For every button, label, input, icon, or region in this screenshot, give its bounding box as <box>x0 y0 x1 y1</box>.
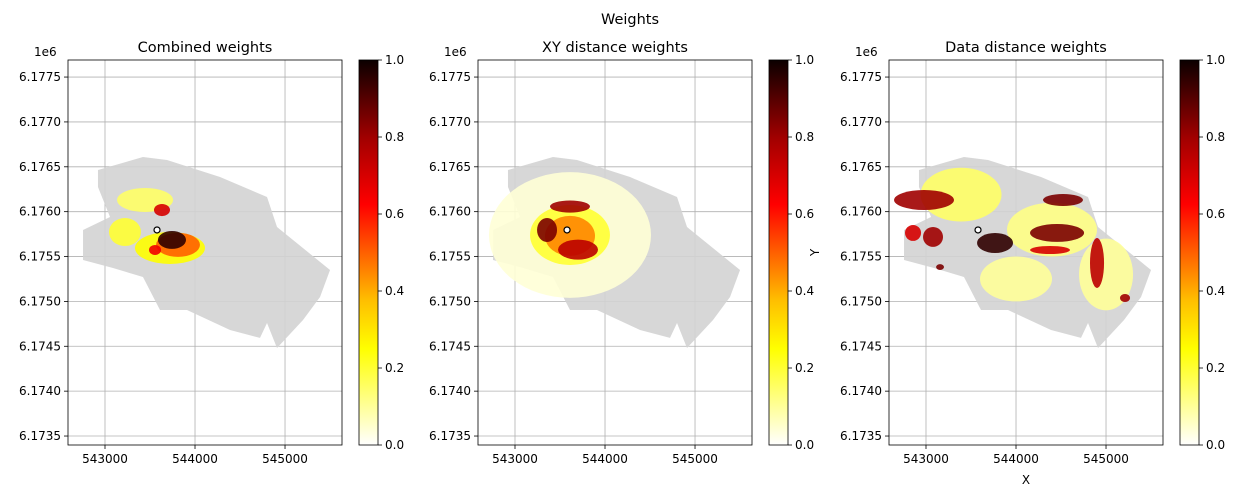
subplot-0: 543000 544000 545000 6.1735 6.1740 6.1745 6.17… <box>19 40 404 466</box>
scatter-points <box>83 157 331 348</box>
colorbar-tick-label: 0.6 <box>385 207 404 221</box>
y-axis-label: Y <box>808 248 822 257</box>
colorbar-tick-label: 1.0 <box>385 53 404 67</box>
y-offset-label: 1e6 <box>444 45 467 59</box>
colorbar-tick-label: 0.8 <box>385 130 404 144</box>
weight-patch <box>108 218 142 247</box>
weight-patch <box>149 244 162 256</box>
y-tick-label: 6.1765 <box>429 160 471 174</box>
scatter-points <box>488 157 741 348</box>
axes-frame <box>67 59 343 446</box>
weight-patch <box>923 227 944 247</box>
weight-patch <box>905 224 922 241</box>
y-tick-label: 6.1740 <box>429 384 471 398</box>
colorbar-tick-label: 0.2 <box>385 361 404 375</box>
weight-patch <box>153 204 170 217</box>
target-point-marker <box>563 226 571 234</box>
colorbar-tick-label: 0.2 <box>795 361 814 375</box>
colorbar-tick-label: 0.8 <box>795 130 814 144</box>
colorbar <box>768 59 789 446</box>
y-tick-label: 6.1745 <box>429 339 471 353</box>
y-tick-label: 6.1735 <box>840 429 882 443</box>
weight-patch <box>1089 238 1105 288</box>
y-tick-label: 6.1770 <box>429 115 471 129</box>
y-tick-label: 6.1745 <box>19 339 61 353</box>
weight-patch <box>550 200 590 213</box>
colorbar-tick-label: 0.6 <box>1206 207 1225 221</box>
figure-suptitle: Weights <box>601 12 659 28</box>
y-tick-label: 6.1765 <box>19 160 61 174</box>
weight-patch <box>1043 193 1083 207</box>
colorbar-tick-label: 1.0 <box>1206 53 1225 67</box>
x-tick-label: 544000 <box>582 452 628 466</box>
y-tick-label: 6.1775 <box>429 70 471 84</box>
colorbar-tick-label: 0.4 <box>385 284 404 298</box>
y-tick-label: 6.1735 <box>19 429 61 443</box>
x-tick-label: 545000 <box>1083 452 1129 466</box>
weight-patch <box>537 217 558 243</box>
y-tick-label: 6.1755 <box>19 250 61 264</box>
x-tick-label: 544000 <box>993 452 1039 466</box>
colorbar <box>358 59 379 446</box>
colorbar-tick-label: 0.0 <box>795 438 814 452</box>
y-tick-label: 6.1770 <box>840 115 882 129</box>
colorbar-tick-label: 0.0 <box>385 438 404 452</box>
y-tick-label: 6.1760 <box>429 205 471 219</box>
colorbar-tick-label: 0.4 <box>1206 284 1225 298</box>
weight-patch <box>894 190 954 210</box>
y-tick-label: 6.1735 <box>429 429 471 443</box>
x-tick-label: 543000 <box>903 452 949 466</box>
subplot-title: XY distance weights <box>542 40 688 56</box>
x-tick-label: 545000 <box>262 452 308 466</box>
x-tick-label: 543000 <box>82 452 128 466</box>
weight-patch <box>157 230 187 249</box>
scatter-footprint <box>83 157 331 348</box>
weight-patch <box>558 239 598 260</box>
y-tick-label: 6.1755 <box>840 250 882 264</box>
y-tick-label: 6.1750 <box>19 294 61 308</box>
colorbar-tick-label: 1.0 <box>795 53 814 67</box>
weight-patch <box>1030 245 1071 255</box>
x-tick-label: 543000 <box>492 452 538 466</box>
y-tick-label: 6.1750 <box>840 294 882 308</box>
y-tick-label: 6.1775 <box>840 70 882 84</box>
colorbar-tick-label: 0.6 <box>795 207 814 221</box>
target-point-marker <box>153 226 161 234</box>
y-tick-label: 6.1755 <box>429 250 471 264</box>
colorbar-tick-label: 0.0 <box>1206 438 1225 452</box>
y-offset-label: 1e6 <box>34 45 57 59</box>
y-tick-label: 6.1740 <box>19 384 61 398</box>
x-tick-label: 545000 <box>672 452 718 466</box>
weight-patch <box>1030 223 1085 242</box>
subplot-title: Data distance weights <box>945 40 1107 56</box>
weight-patch <box>977 233 1014 253</box>
weight-patch <box>1119 293 1131 303</box>
y-tick-label: 6.1770 <box>19 115 61 129</box>
y-tick-label: 6.1745 <box>840 339 882 353</box>
y-tick-label: 6.1775 <box>19 70 61 84</box>
y-offset-label: 1e6 <box>855 45 878 59</box>
y-tick-label: 6.1760 <box>840 205 882 219</box>
colorbar-tick-label: 0.2 <box>1206 361 1225 375</box>
subplot-title: Combined weights <box>138 40 273 56</box>
weight-patch <box>936 264 944 270</box>
y-tick-label: 6.1740 <box>840 384 882 398</box>
y-tick-label: 6.1750 <box>429 294 471 308</box>
y-tick-label: 6.1760 <box>19 205 61 219</box>
subplot-2: 543000 544000 545000 6.1735 6.1740 6.1745 6.17… <box>808 40 1225 487</box>
weight-patch <box>980 256 1053 302</box>
colorbar <box>1179 59 1200 446</box>
subplot-1: 543000 544000 545000 6.1735 6.1740 6.1745 6.17… <box>429 40 814 466</box>
colorbar-tick-label: 0.4 <box>795 284 814 298</box>
x-axis-label: X <box>1022 473 1030 487</box>
x-tick-label: 544000 <box>172 452 218 466</box>
y-tick-label: 6.1765 <box>840 160 882 174</box>
scatter-points <box>894 157 1152 348</box>
axes-frame <box>477 59 753 446</box>
target-point-marker <box>974 226 982 234</box>
colorbar-tick-label: 0.8 <box>1206 130 1225 144</box>
axes-frame <box>888 59 1164 446</box>
